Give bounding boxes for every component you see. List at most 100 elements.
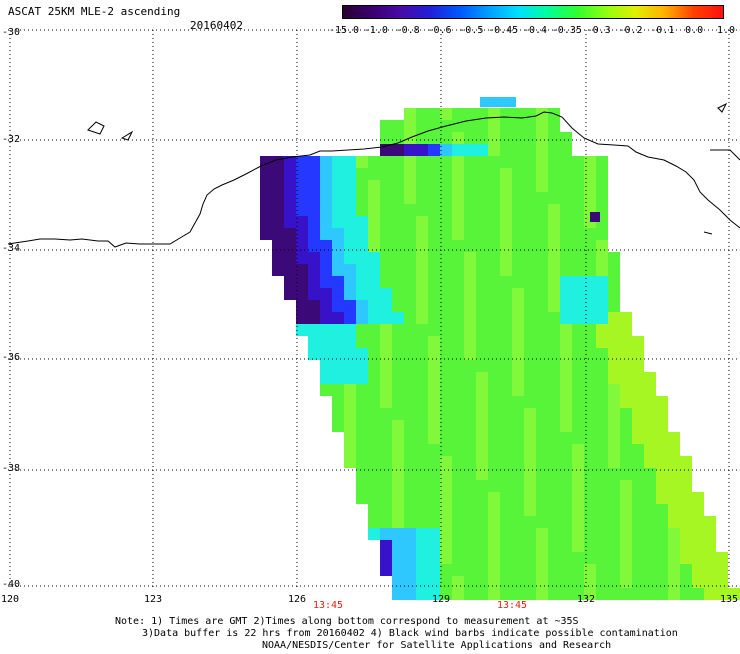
- swath-pixel: [440, 480, 452, 492]
- swath-pixel: [464, 396, 476, 408]
- swath-pixel: [440, 384, 452, 396]
- swath-pixel: [680, 504, 692, 516]
- swath-pixel: [632, 456, 644, 468]
- swath-pixel: [560, 156, 572, 168]
- swath-pixel: [464, 180, 476, 192]
- swath-pixel: [524, 360, 536, 372]
- swath-pixel: [368, 288, 380, 300]
- swath-pixel: [452, 480, 464, 492]
- swath-pixel: [584, 588, 596, 600]
- swath-pixel: [524, 504, 536, 516]
- swath-pixel: [560, 516, 572, 528]
- swath-pixel: [440, 348, 452, 360]
- swath-pixel: [356, 396, 368, 408]
- swath-pixel: [368, 384, 380, 396]
- swath-pixel: [644, 456, 656, 468]
- lon-label: 132: [576, 594, 596, 605]
- swath-pixel: [560, 552, 572, 564]
- lon-label: 123: [143, 594, 163, 605]
- swath-pixel: [464, 564, 476, 576]
- swath-pixel: [404, 420, 416, 432]
- swath-pixel: [440, 588, 452, 600]
- swath-pixel: [416, 408, 428, 420]
- swath-pixel: [392, 276, 404, 288]
- swath-pixel: [308, 312, 320, 324]
- swath-pixel: [656, 396, 668, 408]
- swath-pixel: [596, 264, 608, 276]
- lon-label: 129: [431, 594, 451, 605]
- swath-pixel: [404, 456, 416, 468]
- swath-pixel: [584, 300, 596, 312]
- swath-pixel: [368, 336, 380, 348]
- swath-pixel: [596, 588, 608, 600]
- swath-pixel: [380, 552, 392, 564]
- swath-pixel: [500, 468, 512, 480]
- swath-pixel: [356, 336, 368, 348]
- swath-pixel: [596, 156, 608, 168]
- swath-pixel: [524, 228, 536, 240]
- swath-pixel: [296, 312, 308, 324]
- swath-pixel: [572, 168, 584, 180]
- swath-pixel: [464, 192, 476, 204]
- swath-pixel: [536, 120, 548, 132]
- swath-pixel: [428, 144, 440, 156]
- swath-pixel: [680, 540, 692, 552]
- swath-pixel: [608, 396, 620, 408]
- colorbar-tick-label: -0.6: [427, 25, 452, 36]
- swath-pixel: [440, 372, 452, 384]
- swath-pixel: [416, 540, 428, 552]
- lat-label: -40: [2, 579, 21, 590]
- swath-pixel: [428, 444, 440, 456]
- swath-pixel: [548, 588, 560, 600]
- swath-pixel: [368, 156, 380, 168]
- swath-pixel: [368, 252, 380, 264]
- swath-pixel: [560, 192, 572, 204]
- swath-pixel: [356, 228, 368, 240]
- swath-pixel: [392, 384, 404, 396]
- swath-pixel: [488, 288, 500, 300]
- swath-pixel: [692, 492, 704, 504]
- swath-pixel: [344, 216, 356, 228]
- swath-pixel: [512, 444, 524, 456]
- swath-pixel: [296, 192, 308, 204]
- swath-pixel: [356, 468, 368, 480]
- swath-pixel: [524, 120, 536, 132]
- swath-pixel: [500, 300, 512, 312]
- swath-pixel: [596, 564, 608, 576]
- swath-pixel: [464, 276, 476, 288]
- swath-pixel: [512, 528, 524, 540]
- swath-pixel: [320, 384, 332, 396]
- swath-pixel: [368, 216, 380, 228]
- note-line-2: 3)Data buffer is 22 hrs from 20160402 4)…: [142, 628, 678, 639]
- swath-pixel: [560, 324, 572, 336]
- swath-pixel: [332, 168, 344, 180]
- swath-pixel: [500, 444, 512, 456]
- swath-pixel: [692, 588, 704, 600]
- swath-pixel: [644, 552, 656, 564]
- swath-pixel: [452, 132, 464, 144]
- swath-pixel: [476, 264, 488, 276]
- swath-pixel: [500, 396, 512, 408]
- swath-pixel: [608, 588, 620, 600]
- swath-pixel: [548, 372, 560, 384]
- swath-pixel: [596, 324, 608, 336]
- swath-pixel: [416, 432, 428, 444]
- swath-pixel: [344, 276, 356, 288]
- swath-pixel: [512, 492, 524, 504]
- swath-pixel: [464, 420, 476, 432]
- swath-pixel: [512, 108, 524, 120]
- swath-pixel: [548, 228, 560, 240]
- swath-pixel: [440, 504, 452, 516]
- swath-pixel: [260, 180, 272, 192]
- swath-pixel: [536, 216, 548, 228]
- swath-pixel: [584, 528, 596, 540]
- swath-pixel: [380, 300, 392, 312]
- swath-pixel: [320, 192, 332, 204]
- swath-pixel: [440, 540, 452, 552]
- swath-pixel: [584, 552, 596, 564]
- swath-pixel: [668, 540, 680, 552]
- swath-pixel: [524, 588, 536, 600]
- swath-pixel: [500, 192, 512, 204]
- swath-pixel: [536, 576, 548, 588]
- swath-pixel: [560, 216, 572, 228]
